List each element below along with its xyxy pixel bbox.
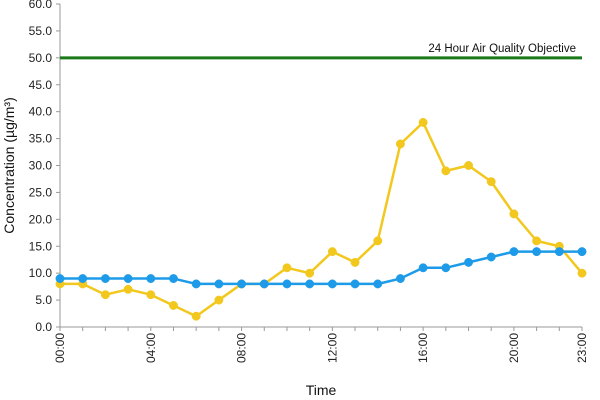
objective-label: 24 Hour Air Quality Objective bbox=[428, 43, 576, 55]
series-2-point bbox=[464, 257, 473, 267]
x-tick-label: 12:00 bbox=[325, 333, 339, 363]
series-1-point bbox=[169, 301, 178, 310]
series-2-point bbox=[78, 274, 88, 283]
series-1-line bbox=[60, 121, 583, 318]
series-2-point bbox=[577, 247, 587, 257]
axis-tick-marks bbox=[56, 3, 583, 331]
series-1-point bbox=[282, 263, 292, 273]
y-tick-label: 60.0 bbox=[29, 0, 53, 11]
series-2 bbox=[55, 247, 587, 289]
series-2-point bbox=[282, 279, 292, 289]
series-2-point bbox=[327, 279, 337, 289]
series-2-point bbox=[55, 274, 65, 283]
series-2-point bbox=[554, 247, 564, 257]
x-axis-title: Time bbox=[306, 382, 337, 398]
series-1-point bbox=[577, 268, 587, 278]
series-2-line bbox=[60, 250, 582, 286]
series-2-point bbox=[305, 279, 315, 289]
series-2-point bbox=[259, 279, 269, 289]
series-2-point bbox=[441, 263, 451, 273]
y-tick-label: 15.0 bbox=[29, 239, 53, 253]
x-tick-label: 20:00 bbox=[507, 333, 521, 363]
series-1-point bbox=[305, 268, 315, 278]
y-tick-label: 35.0 bbox=[29, 132, 53, 146]
series-1-point bbox=[146, 290, 156, 300]
y-tick-label: 0.0 bbox=[35, 320, 52, 334]
series-layer bbox=[55, 117, 587, 321]
y-tick-label: 25.0 bbox=[29, 185, 53, 199]
series-2-point bbox=[123, 274, 133, 283]
y-axis-title: Concentration (µg/m³) bbox=[1, 97, 17, 233]
series-2-point bbox=[418, 263, 428, 273]
series-2-point bbox=[486, 252, 496, 262]
x-axis-tick-labels: 00:00 04:00 08:00 12:00 16:00 20:00 23:00 bbox=[53, 333, 589, 363]
series-2-point bbox=[237, 279, 247, 289]
y-tick-label: 45.0 bbox=[29, 78, 53, 92]
x-tick-label: 23:00 bbox=[575, 333, 589, 363]
series-2-point bbox=[509, 247, 519, 257]
x-tick-label: 00:00 bbox=[53, 333, 67, 363]
series-1-point bbox=[373, 236, 383, 246]
series-1-point bbox=[418, 117, 428, 127]
series-1-point bbox=[327, 247, 337, 257]
series-1-point bbox=[214, 295, 224, 305]
series-1-point bbox=[532, 236, 542, 246]
y-tick-label: 40.0 bbox=[29, 105, 53, 119]
series-1-point bbox=[464, 161, 473, 170]
y-tick-label: 30.0 bbox=[29, 159, 53, 173]
y-axis-tick-labels: 0.0 5.0 10.0 15.0 20.0 25.0 30.0 35.0 40.0 45.0 50… bbox=[29, 0, 53, 334]
series-1-point bbox=[486, 177, 496, 187]
series-1-point bbox=[395, 139, 405, 149]
series-1-point bbox=[509, 209, 519, 219]
series-2-point bbox=[350, 279, 360, 289]
series-1-point bbox=[350, 257, 360, 267]
x-tick-label: 08:00 bbox=[235, 333, 249, 363]
x-tick-label: 16:00 bbox=[416, 333, 430, 363]
y-tick-label: 55.0 bbox=[29, 24, 53, 38]
y-tick-label: 20.0 bbox=[29, 212, 53, 226]
y-tick-label: 50.0 bbox=[29, 51, 53, 65]
series-2-point bbox=[169, 274, 178, 283]
series-2-point bbox=[146, 274, 156, 283]
series-1-point bbox=[123, 284, 133, 294]
series-2-point bbox=[373, 279, 383, 289]
y-tick-label: 5.0 bbox=[35, 293, 52, 307]
series-2-point bbox=[532, 247, 542, 257]
series-2-point bbox=[191, 279, 201, 289]
series-1-point bbox=[191, 311, 201, 321]
series-1-point bbox=[441, 166, 451, 176]
series-2-point bbox=[100, 274, 110, 283]
series-1-point bbox=[100, 290, 110, 300]
x-tick-label: 04:00 bbox=[144, 333, 158, 363]
series-2-point bbox=[214, 279, 224, 289]
y-tick-label: 10.0 bbox=[29, 266, 53, 280]
series-2-point bbox=[395, 274, 405, 283]
series-1 bbox=[55, 117, 587, 321]
